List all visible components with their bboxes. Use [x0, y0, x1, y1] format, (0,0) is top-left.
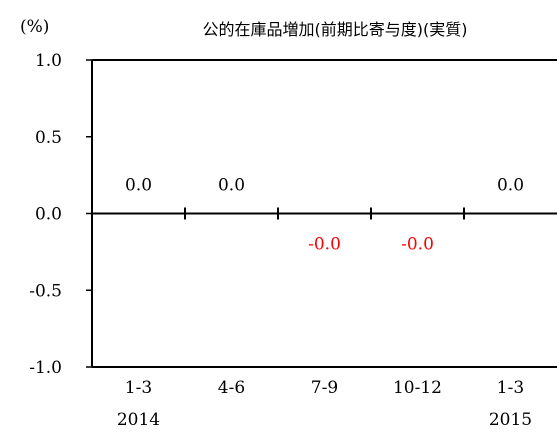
unit-label: (%) [20, 17, 49, 37]
y-tick-label: -1.0 [29, 358, 62, 378]
year-label: 2014 [117, 410, 160, 430]
plot-area: 1.0 0.5 0.0 -0.5 -1.0 0.0 0.0 -0.0 -0.0 0.0 1-3 201… [29, 51, 557, 430]
y-tick-label: -0.5 [29, 281, 62, 301]
data-label: 0.0 [125, 176, 152, 196]
data-label: 0.0 [497, 176, 524, 196]
x-tick-label: 1-3 [497, 378, 524, 398]
x-tick-label: 4-6 [218, 378, 245, 398]
y-tick-label: 1.0 [35, 51, 62, 71]
data-label: -0.0 [308, 235, 341, 255]
data-label: -0.0 [401, 235, 434, 255]
year-label: 2015 [489, 410, 532, 430]
data-label: 0.0 [218, 176, 245, 196]
y-tick-label: 0.0 [35, 205, 62, 225]
x-tick-label: 10-12 [393, 378, 442, 398]
chart-title: 公的在庫品増加(前期比寄与度)(実質) [203, 20, 468, 39]
y-tick-label: 0.5 [35, 128, 62, 148]
x-tick-label: 1-3 [125, 378, 152, 398]
x-tick-label: 7-9 [311, 378, 338, 398]
